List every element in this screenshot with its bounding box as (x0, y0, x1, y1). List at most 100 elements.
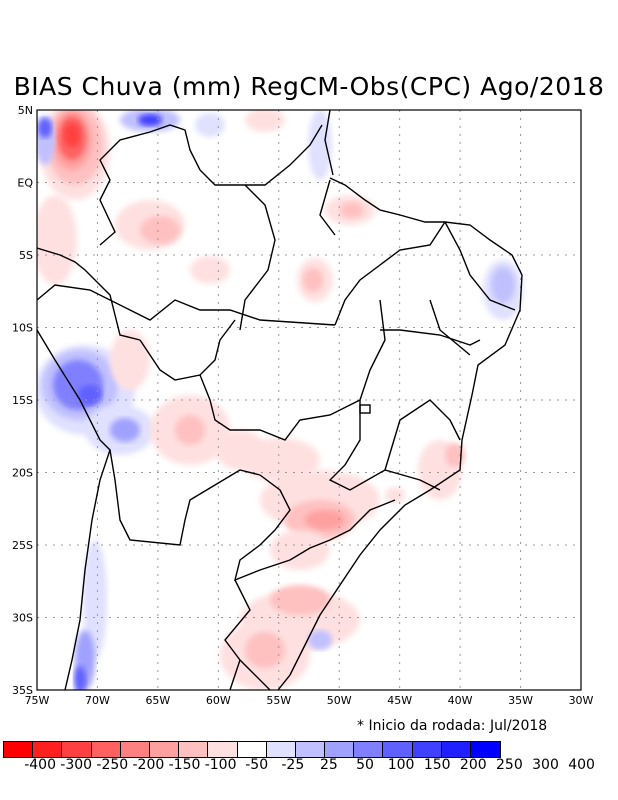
border-line (229, 659, 241, 690)
colorbar-swatch (266, 742, 296, 757)
bias-contour (37, 195, 77, 285)
border-line (384, 399, 461, 471)
bias-contour (305, 510, 345, 530)
colorbar-swatch (295, 742, 326, 757)
colorbar-label: 25 (319, 757, 338, 773)
bias-contour (110, 418, 140, 442)
bias-contour (195, 113, 225, 137)
border-line (233, 474, 396, 582)
lon-label: 45W (387, 694, 412, 707)
lat-label: 30S (12, 612, 33, 625)
lat-label: 15S (12, 394, 33, 407)
colorbar-label: 250 (496, 757, 523, 773)
colorbar-swatch (62, 742, 92, 757)
colorbar-label: -25 (281, 757, 305, 773)
bias-contour (140, 216, 180, 244)
bias-contour (240, 438, 320, 482)
colorbar-swatch (208, 742, 238, 757)
bias-contour (340, 202, 364, 218)
colorbar-swatch (33, 742, 63, 757)
border-line (224, 579, 271, 690)
map-title: BIAS Chuva (mm) RegCM-Obs(CPC) Ago/2018 (13, 72, 605, 101)
bias-contour (308, 110, 332, 180)
colorbar-swatch (325, 742, 355, 757)
colorbar-label: -150 (168, 757, 201, 773)
lon-label: 65W (145, 694, 170, 707)
colorbar-label: -400 (24, 757, 56, 773)
plot-frame (36, 109, 582, 691)
border-line (429, 299, 471, 356)
bias-contour (270, 585, 330, 615)
lon-label: 55W (266, 694, 291, 707)
run-start-note: * Inicio da rodada: Jul/2018 (357, 718, 548, 734)
border-line (99, 124, 323, 246)
bias-contour (110, 330, 150, 390)
bias-contour (245, 632, 285, 668)
bias-contour (138, 114, 162, 126)
border-line (37, 247, 141, 341)
border-line (37, 284, 336, 326)
bias-contour (38, 118, 52, 138)
border-line (334, 221, 446, 326)
lat-label: 35S (12, 684, 33, 697)
bias-contour (308, 630, 332, 650)
bias-contour (64, 123, 80, 147)
lon-label: 40W (448, 694, 473, 707)
bias-contour (74, 666, 86, 690)
lon-label: 30W (569, 694, 594, 707)
border-line (199, 374, 361, 441)
colorbar-swatch (354, 742, 384, 757)
colorbar-label: -50 (245, 757, 269, 773)
colorbar (3, 741, 502, 758)
bias-contour (270, 530, 330, 570)
colorbar-label: -300 (60, 757, 93, 773)
bias-contour (190, 256, 230, 284)
grid-lines (37, 110, 581, 690)
colorbar-swatch (441, 742, 471, 757)
border-line (324, 110, 334, 176)
bias-contour (83, 540, 107, 660)
lat-label: 5S (19, 249, 33, 262)
colorbar-swatch (412, 742, 442, 757)
bias-contour (175, 415, 205, 445)
border-line (139, 319, 236, 381)
country-state-borders (37, 110, 523, 690)
border-line (319, 179, 336, 236)
colorbar-swatch (149, 742, 180, 757)
bias-contour (78, 385, 102, 405)
lon-label: 70W (85, 694, 110, 707)
bias-contour (491, 267, 515, 303)
border-line (277, 177, 523, 690)
rainfall-bias-field (37, 110, 523, 690)
colorbar-labels: -400 -300 -250 -200 -150 -100 -50 -25 25 50 100 150… (0, 757, 618, 777)
lon-label: 50W (327, 694, 352, 707)
lat-label: 5N (18, 104, 33, 117)
border-line (444, 221, 516, 311)
border-line (239, 184, 276, 331)
bias-contour (303, 268, 323, 292)
border-line (359, 299, 386, 401)
border-line (380, 329, 481, 346)
border-line (328, 400, 441, 491)
colorbar-label: 300 (532, 757, 559, 773)
colorbar-label: 50 (356, 757, 374, 773)
colorbar-swatch (471, 742, 501, 757)
colorbar-label: -100 (204, 757, 237, 773)
bias-contour (245, 110, 285, 132)
colorbar-label: 200 (459, 757, 487, 773)
colorbar-label: -250 (96, 757, 129, 773)
lat-label: 25S (12, 539, 33, 552)
border-line (359, 404, 371, 414)
lat-label: 20S (12, 467, 33, 480)
colorbar-swatch (179, 742, 209, 757)
colorbar-swatch (383, 742, 413, 757)
colorbar-label: 400 (568, 757, 595, 773)
colorbar-label: 100 (387, 757, 415, 773)
colorbar-swatch (237, 742, 267, 757)
colorbar-label: -200 (132, 757, 165, 773)
bias-contour (385, 487, 405, 503)
lon-label: 60W (206, 694, 231, 707)
colorbar-swatch (4, 742, 34, 757)
lat-label: EQ (17, 177, 33, 190)
